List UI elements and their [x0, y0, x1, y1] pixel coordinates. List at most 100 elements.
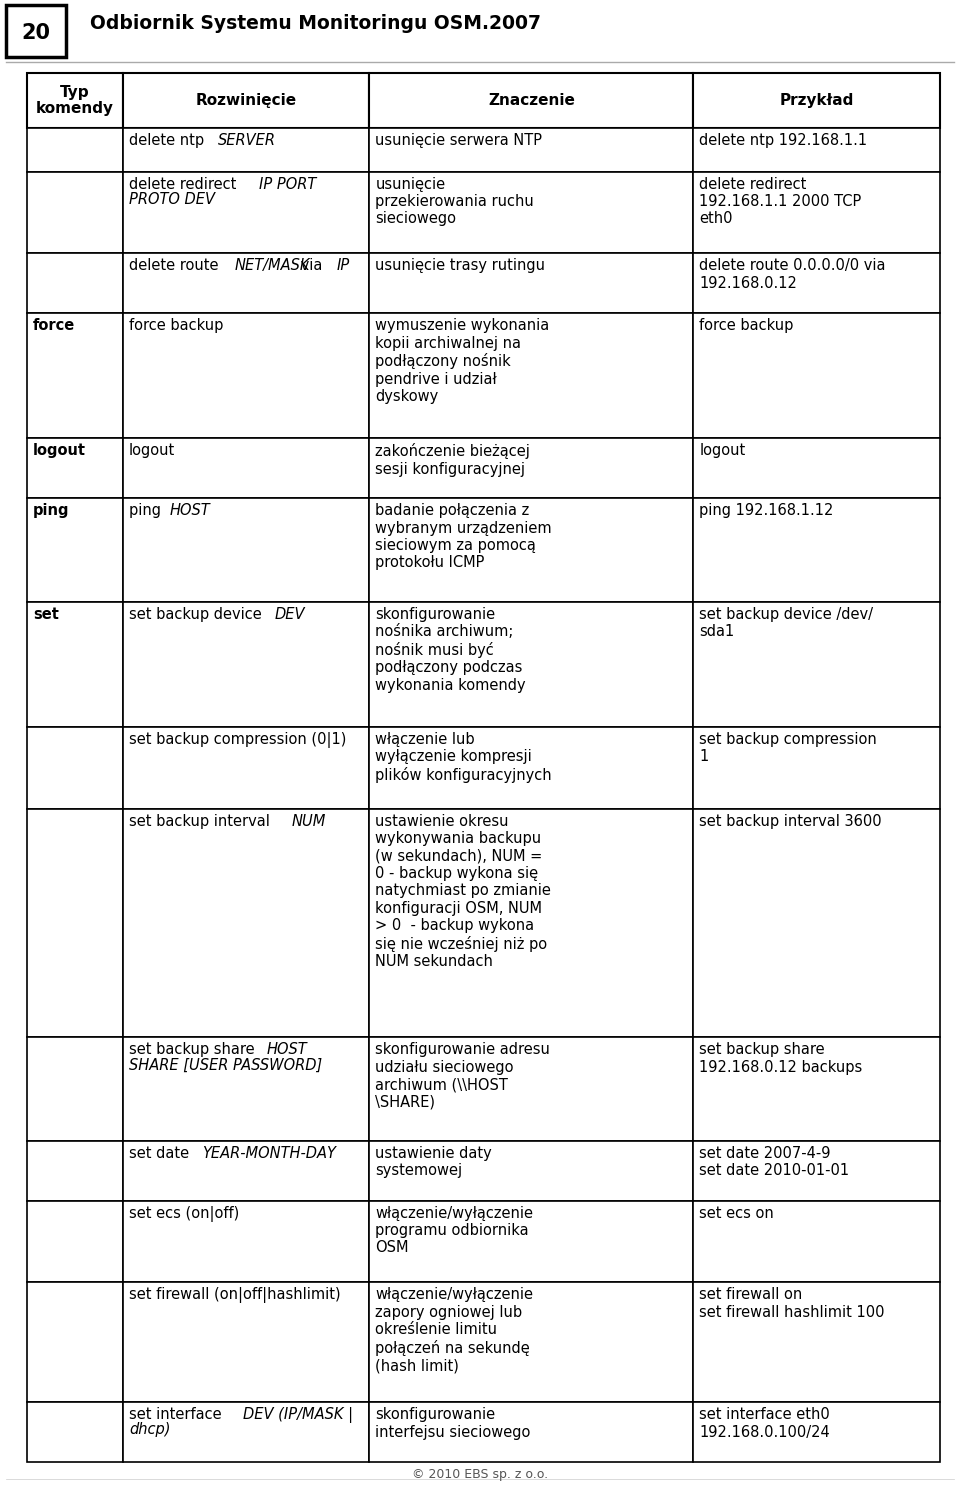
- Text: delete ntp 192.168.1.1: delete ntp 192.168.1.1: [700, 133, 868, 148]
- Bar: [27, 438, 123, 498]
- Bar: [370, 254, 693, 314]
- Text: set date 2007-4-9
set date 2010-01-01: set date 2007-4-9 set date 2010-01-01: [700, 1145, 850, 1179]
- Bar: [370, 727, 693, 809]
- Text: set date: set date: [129, 1145, 194, 1160]
- Bar: [693, 1283, 940, 1402]
- Text: set backup device: set backup device: [129, 607, 266, 622]
- Text: set firewall (on|off|hashlimit): set firewall (on|off|hashlimit): [129, 1287, 341, 1304]
- Bar: [27, 809, 123, 1037]
- Text: set backup compression
1: set backup compression 1: [700, 732, 877, 765]
- Bar: [370, 1402, 693, 1462]
- Bar: [693, 602, 940, 727]
- Text: force: force: [33, 318, 75, 333]
- Bar: [27, 254, 123, 314]
- Bar: [123, 314, 370, 438]
- Text: komendy: komendy: [36, 101, 114, 116]
- Bar: [370, 1037, 693, 1141]
- Bar: [27, 72, 123, 128]
- Text: set ecs on: set ecs on: [700, 1206, 774, 1221]
- Text: NET/MASK: NET/MASK: [234, 258, 310, 273]
- Text: badanie połączenia z
wybranym urządzeniem
sieciowym za pomocą
protokołu ICMP: badanie połączenia z wybranym urządzenie…: [375, 504, 552, 570]
- Bar: [27, 602, 123, 727]
- Bar: [693, 128, 940, 172]
- Text: wymuszenie wykonania
kopii archiwalnej na
podłączony nośnik
pendrive i udział
dy: wymuszenie wykonania kopii archiwalnej n…: [375, 318, 550, 404]
- Text: włączenie/wyłączenie
zapory ogniowej lub
określenie limitu
połączeń na sekundę
(: włączenie/wyłączenie zapory ogniowej lub…: [375, 1287, 534, 1373]
- Text: set backup device /dev/
sda1: set backup device /dev/ sda1: [700, 607, 874, 640]
- Bar: [370, 809, 693, 1037]
- Bar: [693, 727, 940, 809]
- Bar: [27, 1141, 123, 1201]
- Text: logout: logout: [129, 444, 175, 459]
- Text: HOST: HOST: [170, 504, 210, 518]
- Bar: [693, 809, 940, 1037]
- Bar: [27, 498, 123, 602]
- Bar: [123, 1141, 370, 1201]
- Text: usunięcie
przekierowania ruchu
sieciowego: usunięcie przekierowania ruchu siecioweg…: [375, 177, 534, 226]
- Bar: [370, 128, 693, 172]
- Bar: [370, 438, 693, 498]
- Text: delete ntp: delete ntp: [129, 133, 208, 148]
- Text: ustawienie daty
systemowej: ustawienie daty systemowej: [375, 1145, 492, 1179]
- Text: ping 192.168.1.12: ping 192.168.1.12: [700, 504, 834, 518]
- Text: IP: IP: [337, 258, 350, 273]
- Text: ping: ping: [33, 504, 69, 518]
- Text: IP PORT: IP PORT: [259, 177, 316, 192]
- Bar: [123, 1402, 370, 1462]
- Text: DEV: DEV: [275, 607, 305, 622]
- Text: skonfigurowanie
nośnika archiwum;
nośnik musi być
podłączony podczas
wykonania k: skonfigurowanie nośnika archiwum; nośnik…: [375, 607, 526, 693]
- Text: delete redirect
192.168.1.1 2000 TCP
eth0: delete redirect 192.168.1.1 2000 TCP eth…: [700, 177, 862, 226]
- Text: force backup: force backup: [700, 318, 794, 333]
- Bar: [693, 314, 940, 438]
- Text: delete route 0.0.0.0/0 via
192.168.0.12: delete route 0.0.0.0/0 via 192.168.0.12: [700, 258, 886, 291]
- Bar: [693, 1037, 940, 1141]
- Text: skonfigurowanie
interfejsu sieciowego: skonfigurowanie interfejsu sieciowego: [375, 1406, 531, 1440]
- Text: set backup share: set backup share: [129, 1043, 259, 1058]
- Bar: [370, 172, 693, 254]
- Bar: [370, 602, 693, 727]
- Bar: [27, 1201, 123, 1283]
- Text: włączenie/wyłączenie
programu odbiornika
OSM: włączenie/wyłączenie programu odbiornika…: [375, 1206, 534, 1255]
- Text: Odbiornik Systemu Monitoringu OSM.2007: Odbiornik Systemu Monitoringu OSM.2007: [90, 14, 541, 33]
- Text: via: via: [296, 258, 327, 273]
- Text: YEAR-MONTH-DAY: YEAR-MONTH-DAY: [202, 1145, 336, 1160]
- Text: HOST: HOST: [267, 1043, 307, 1058]
- Bar: [693, 254, 940, 314]
- Bar: [27, 172, 123, 254]
- Text: Typ: Typ: [60, 85, 89, 100]
- Bar: [123, 1201, 370, 1283]
- Bar: [123, 72, 370, 128]
- Text: delete route: delete route: [129, 258, 223, 273]
- Bar: [123, 1037, 370, 1141]
- Text: set backup interval: set backup interval: [129, 813, 275, 828]
- Bar: [123, 602, 370, 727]
- Text: Przykład: Przykład: [780, 92, 854, 107]
- Bar: [693, 1201, 940, 1283]
- Bar: [693, 172, 940, 254]
- Bar: [693, 1141, 940, 1201]
- Bar: [123, 172, 370, 254]
- Text: set backup share
192.168.0.12 backups: set backup share 192.168.0.12 backups: [700, 1043, 863, 1074]
- Text: ping: ping: [129, 504, 165, 518]
- Text: logout: logout: [33, 444, 86, 459]
- Text: logout: logout: [700, 444, 746, 459]
- Bar: [693, 438, 940, 498]
- Bar: [370, 498, 693, 602]
- Text: usunięcie serwera NTP: usunięcie serwera NTP: [375, 133, 542, 148]
- Bar: [27, 314, 123, 438]
- Bar: [27, 727, 123, 809]
- Text: ustawienie okresu
wykonywania backupu
(w sekundach), NUM =
0 - backup wykona się: ustawienie okresu wykonywania backupu (w…: [375, 813, 551, 969]
- Bar: [693, 72, 940, 128]
- Bar: [370, 1283, 693, 1402]
- Bar: [27, 128, 123, 172]
- Text: set backup interval 3600: set backup interval 3600: [700, 813, 882, 828]
- Text: zakończenie bieżącej
sesji konfiguracyjnej: zakończenie bieżącej sesji konfiguracyjn…: [375, 444, 530, 477]
- Text: NUM: NUM: [291, 813, 325, 828]
- Bar: [123, 438, 370, 498]
- Bar: [6, 5, 66, 57]
- Text: włączenie lub
wyłączenie kompresji
plików konfiguracyjnych: włączenie lub wyłączenie kompresji plikó…: [375, 732, 552, 783]
- Text: © 2010 EBS sp. z o.o.: © 2010 EBS sp. z o.o.: [412, 1468, 548, 1480]
- Bar: [370, 1201, 693, 1283]
- Text: set ecs (on|off): set ecs (on|off): [129, 1206, 239, 1222]
- Text: Znaczenie: Znaczenie: [488, 92, 575, 107]
- Text: DEV (IP/MASK |: DEV (IP/MASK |: [243, 1406, 352, 1423]
